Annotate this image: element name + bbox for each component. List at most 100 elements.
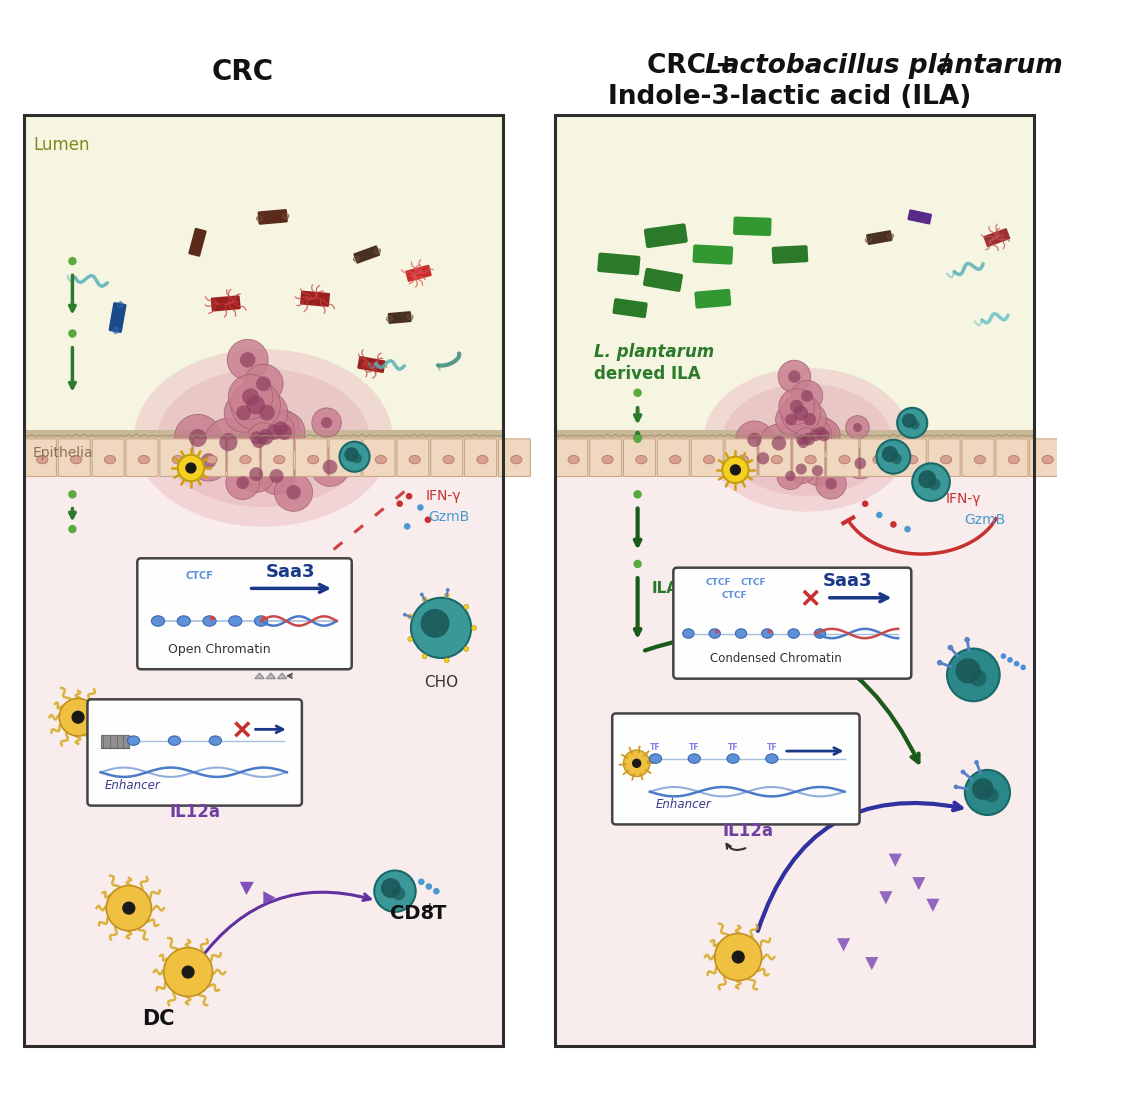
Bar <box>555 477 1034 1046</box>
Polygon shape <box>913 877 925 891</box>
Circle shape <box>786 414 797 426</box>
Circle shape <box>634 490 642 499</box>
Circle shape <box>246 392 288 433</box>
Ellipse shape <box>636 455 647 464</box>
Circle shape <box>1000 653 1006 659</box>
Polygon shape <box>278 673 287 678</box>
Circle shape <box>747 432 762 447</box>
Ellipse shape <box>178 616 190 626</box>
Text: ILA: ILA <box>652 581 679 596</box>
Circle shape <box>632 758 642 768</box>
Circle shape <box>420 609 450 638</box>
Circle shape <box>256 376 271 392</box>
Ellipse shape <box>682 629 694 638</box>
Ellipse shape <box>510 455 522 464</box>
Circle shape <box>408 614 413 619</box>
Polygon shape <box>239 882 254 895</box>
Circle shape <box>248 422 279 453</box>
Circle shape <box>778 360 810 393</box>
Circle shape <box>239 420 273 455</box>
FancyBboxPatch shape <box>644 223 688 248</box>
Circle shape <box>794 406 808 421</box>
FancyBboxPatch shape <box>406 265 432 282</box>
Circle shape <box>444 593 450 597</box>
Circle shape <box>239 352 255 368</box>
Circle shape <box>715 630 718 633</box>
Circle shape <box>779 388 815 424</box>
Ellipse shape <box>443 455 454 464</box>
FancyBboxPatch shape <box>984 229 1010 247</box>
Circle shape <box>803 435 812 444</box>
FancyBboxPatch shape <box>160 439 192 477</box>
Ellipse shape <box>37 455 48 464</box>
Ellipse shape <box>670 455 681 464</box>
Ellipse shape <box>409 455 420 464</box>
Circle shape <box>69 490 76 499</box>
Circle shape <box>795 428 819 452</box>
Circle shape <box>254 411 294 452</box>
Circle shape <box>788 426 815 454</box>
Circle shape <box>790 399 804 414</box>
Circle shape <box>904 526 910 533</box>
FancyBboxPatch shape <box>691 439 723 477</box>
Circle shape <box>972 778 994 800</box>
FancyBboxPatch shape <box>137 558 352 670</box>
Circle shape <box>224 394 263 432</box>
Circle shape <box>446 587 450 592</box>
Circle shape <box>791 381 823 411</box>
Circle shape <box>123 901 135 915</box>
FancyBboxPatch shape <box>227 439 260 477</box>
Circle shape <box>805 417 836 447</box>
Circle shape <box>937 660 943 665</box>
FancyBboxPatch shape <box>464 439 497 477</box>
Circle shape <box>246 396 265 415</box>
Circle shape <box>310 447 350 487</box>
FancyBboxPatch shape <box>210 295 241 312</box>
Ellipse shape <box>709 629 720 638</box>
FancyBboxPatch shape <box>498 439 531 477</box>
Circle shape <box>238 456 274 492</box>
Text: TF: TF <box>650 743 661 753</box>
Ellipse shape <box>762 629 773 638</box>
FancyBboxPatch shape <box>189 228 207 257</box>
FancyBboxPatch shape <box>126 439 158 477</box>
Text: CTCF: CTCF <box>741 578 765 586</box>
Polygon shape <box>255 673 264 678</box>
FancyBboxPatch shape <box>88 699 302 805</box>
Polygon shape <box>837 939 850 952</box>
FancyBboxPatch shape <box>329 439 361 477</box>
Ellipse shape <box>872 455 883 464</box>
Ellipse shape <box>723 384 891 496</box>
Circle shape <box>210 616 215 620</box>
Ellipse shape <box>788 629 799 638</box>
Circle shape <box>242 388 259 405</box>
FancyBboxPatch shape <box>725 439 758 477</box>
Bar <box>555 115 1034 477</box>
Circle shape <box>418 878 425 885</box>
Circle shape <box>107 885 152 931</box>
Circle shape <box>723 456 749 484</box>
FancyBboxPatch shape <box>590 439 622 477</box>
Circle shape <box>768 630 771 633</box>
Circle shape <box>277 424 292 440</box>
Circle shape <box>259 405 274 420</box>
Circle shape <box>901 414 916 428</box>
Circle shape <box>787 454 816 484</box>
FancyBboxPatch shape <box>895 439 926 477</box>
FancyBboxPatch shape <box>430 439 463 477</box>
Text: T: T <box>433 905 446 923</box>
Circle shape <box>464 604 469 609</box>
Circle shape <box>964 770 1010 815</box>
Circle shape <box>236 476 250 489</box>
Text: Enhancer: Enhancer <box>105 779 160 792</box>
Circle shape <box>164 947 212 997</box>
Circle shape <box>423 654 427 659</box>
Circle shape <box>397 500 404 507</box>
Circle shape <box>732 951 745 964</box>
FancyBboxPatch shape <box>363 439 395 477</box>
Ellipse shape <box>907 455 918 464</box>
Text: TF: TF <box>727 743 738 753</box>
FancyBboxPatch shape <box>658 439 689 477</box>
Circle shape <box>323 459 337 475</box>
Circle shape <box>955 659 981 684</box>
